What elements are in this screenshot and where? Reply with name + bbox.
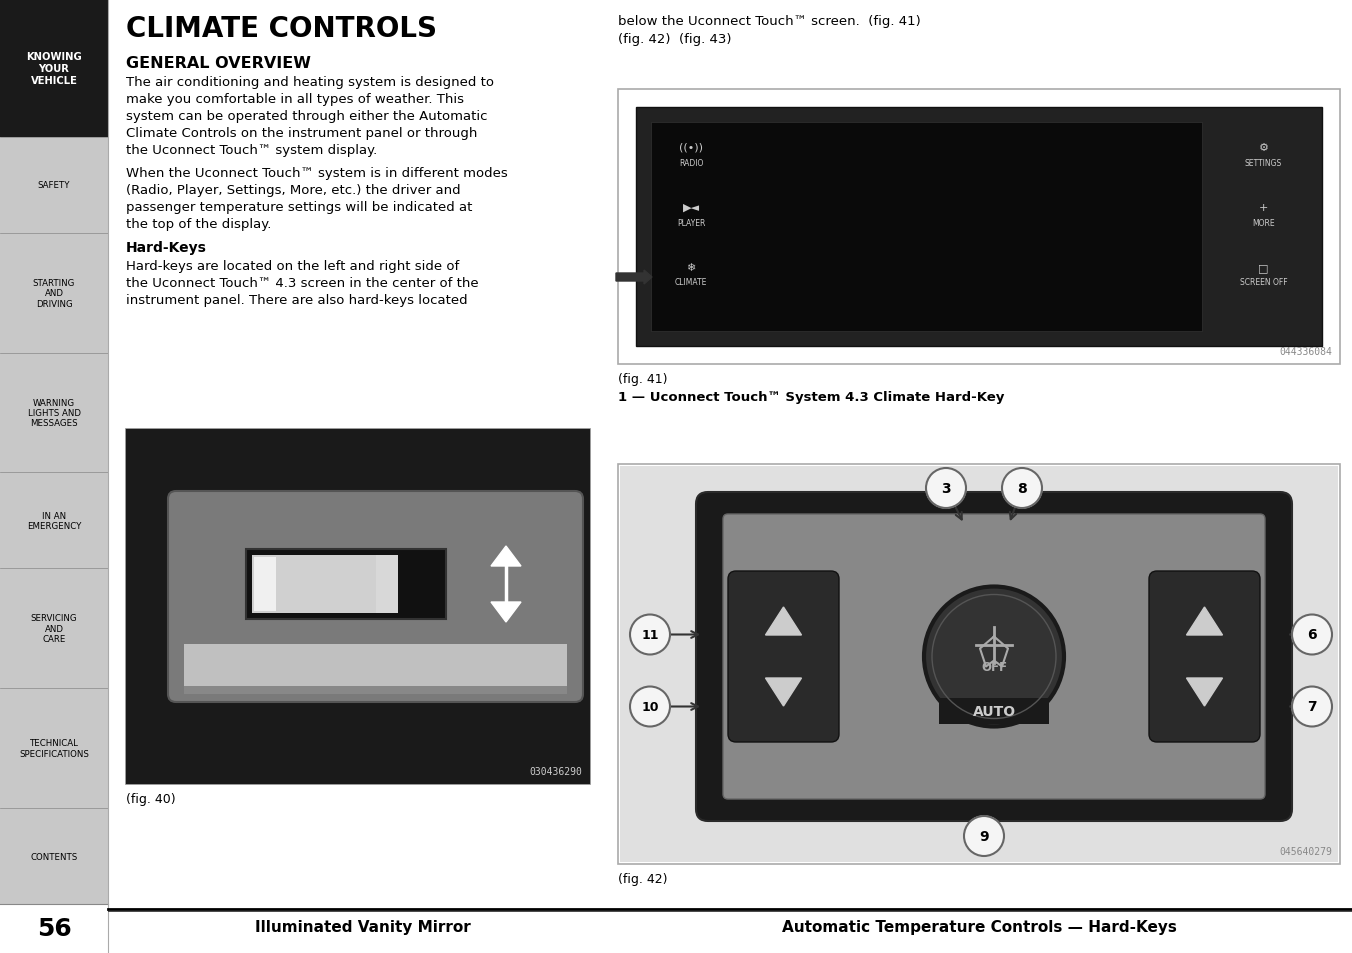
Text: KNOWING
YOUR
VEHICLE: KNOWING YOUR VEHICLE [26, 52, 82, 86]
Text: 56: 56 [37, 917, 72, 941]
FancyBboxPatch shape [1149, 572, 1260, 742]
Text: the top of the display.: the top of the display. [126, 218, 272, 231]
Text: Hard-keys are located on the left and right side of: Hard-keys are located on the left and ri… [126, 260, 460, 273]
FancyBboxPatch shape [723, 515, 1265, 800]
Polygon shape [491, 602, 521, 622]
Bar [0, 473, 108, 569]
Bar [0, 688, 108, 808]
Text: IN AN
EMERGENCY: IN AN EMERGENCY [27, 511, 81, 531]
Text: CLIMATE CONTROLS: CLIMATE CONTROLS [126, 15, 437, 43]
Text: (fig. 42)  (fig. 43): (fig. 42) (fig. 43) [618, 33, 731, 46]
Text: passenger temperature settings will be indicated at: passenger temperature settings will be i… [126, 201, 472, 213]
Text: SETTINGS: SETTINGS [1245, 158, 1282, 168]
Bar [0, 0, 108, 137]
Circle shape [1293, 687, 1332, 727]
Text: □: □ [1259, 263, 1268, 273]
Text: 8: 8 [1017, 481, 1028, 496]
Text: 7: 7 [1307, 700, 1317, 714]
Text: ▶◄: ▶◄ [683, 203, 699, 213]
Bar [652, 123, 1202, 332]
Bar [0, 808, 108, 904]
Text: TECHNICAL
SPECIFICATIONS: TECHNICAL SPECIFICATIONS [19, 739, 89, 758]
Text: the Uconnect Touch™ 4.3 screen in the center of the: the Uconnect Touch™ 4.3 screen in the ce… [126, 276, 479, 290]
Bar [618, 90, 1340, 365]
Circle shape [1293, 615, 1332, 655]
Bar [251, 556, 383, 614]
Text: OFF: OFF [982, 660, 1007, 673]
Text: 030436290: 030436290 [529, 766, 581, 776]
Bar [618, 464, 1340, 864]
Text: WARNING
LIGHTS AND
MESSAGES: WARNING LIGHTS AND MESSAGES [27, 398, 81, 428]
FancyBboxPatch shape [168, 492, 583, 702]
Text: Automatic Temperature Controls — Hard-Keys: Automatic Temperature Controls — Hard-Ke… [781, 919, 1176, 934]
Circle shape [630, 615, 671, 655]
Text: (Radio, Player, Settings, More, etc.) the driver and: (Radio, Player, Settings, More, etc.) th… [126, 184, 461, 196]
Polygon shape [765, 607, 802, 636]
Text: SERVICING
AND
CARE: SERVICING AND CARE [31, 614, 77, 643]
Bar [184, 686, 566, 695]
Bar [940, 698, 1049, 723]
Bar [0, 233, 108, 354]
Text: CLIMATE: CLIMATE [675, 278, 707, 287]
Text: Illuminated Vanity Mirror: Illuminated Vanity Mirror [256, 919, 470, 934]
Polygon shape [765, 679, 802, 706]
Bar [126, 430, 589, 784]
Bar [0, 137, 108, 233]
Text: AUTO: AUTO [972, 705, 1015, 719]
Text: +: + [1259, 203, 1268, 213]
Bar [246, 550, 446, 619]
Text: ((•)): ((•)) [679, 143, 703, 152]
Text: instrument panel. There are also hard-keys located: instrument panel. There are also hard-ke… [126, 294, 468, 307]
Text: GENERAL OVERVIEW: GENERAL OVERVIEW [126, 56, 311, 71]
Circle shape [630, 687, 671, 727]
Text: SAFETY: SAFETY [38, 181, 70, 190]
Text: STARTING
AND
DRIVING: STARTING AND DRIVING [32, 278, 76, 308]
Text: CONTENTS: CONTENTS [30, 852, 77, 861]
Bar [621, 467, 1338, 862]
Text: 3: 3 [941, 481, 950, 496]
Bar [184, 644, 566, 686]
Text: 11: 11 [641, 628, 658, 641]
Polygon shape [491, 546, 521, 566]
Bar [0, 904, 108, 953]
Bar [254, 558, 276, 612]
Bar [376, 556, 397, 614]
Bar [635, 108, 1322, 347]
Text: 6: 6 [1307, 628, 1317, 641]
Bar [126, 430, 589, 784]
Circle shape [964, 816, 1005, 856]
Circle shape [926, 469, 965, 509]
FancyBboxPatch shape [696, 493, 1293, 821]
Text: ⚙: ⚙ [1259, 143, 1268, 152]
Text: PLAYER: PLAYER [677, 218, 706, 227]
Text: the Uconnect Touch™ system display.: the Uconnect Touch™ system display. [126, 144, 377, 157]
Text: MORE: MORE [1252, 218, 1275, 227]
Polygon shape [1187, 679, 1222, 706]
Text: SCREEN OFF: SCREEN OFF [1240, 278, 1287, 287]
Polygon shape [1187, 607, 1222, 636]
Text: 9: 9 [979, 829, 988, 843]
Text: The air conditioning and heating system is designed to: The air conditioning and heating system … [126, 76, 493, 89]
Bar [0, 354, 108, 473]
Text: RADIO: RADIO [679, 158, 703, 168]
Text: When the Uconnect Touch™ system is in different modes: When the Uconnect Touch™ system is in di… [126, 167, 508, 180]
Circle shape [923, 587, 1064, 727]
Text: 044336084: 044336084 [1279, 347, 1332, 356]
Text: make you comfortable in all types of weather. This: make you comfortable in all types of wea… [126, 92, 464, 106]
FancyBboxPatch shape [727, 572, 840, 742]
Text: 1 — Uconnect Touch™ System 4.3 Climate Hard-Key: 1 — Uconnect Touch™ System 4.3 Climate H… [618, 391, 1005, 403]
FancyArrow shape [617, 271, 652, 285]
Text: (fig. 42): (fig. 42) [618, 872, 668, 885]
Text: system can be operated through either the Automatic: system can be operated through either th… [126, 110, 488, 123]
Text: 10: 10 [641, 700, 658, 713]
Text: (fig. 40): (fig. 40) [126, 792, 176, 805]
Text: Climate Controls on the instrument panel or through: Climate Controls on the instrument panel… [126, 127, 477, 140]
Bar [0, 569, 108, 688]
Text: (fig. 41): (fig. 41) [618, 373, 668, 386]
Text: Hard-Keys: Hard-Keys [126, 241, 207, 254]
Text: ❄: ❄ [687, 263, 696, 273]
Text: below the Uconnect Touch™ screen.  (fig. 41): below the Uconnect Touch™ screen. (fig. … [618, 15, 921, 28]
Circle shape [1002, 469, 1042, 509]
Text: 045640279: 045640279 [1279, 846, 1332, 856]
